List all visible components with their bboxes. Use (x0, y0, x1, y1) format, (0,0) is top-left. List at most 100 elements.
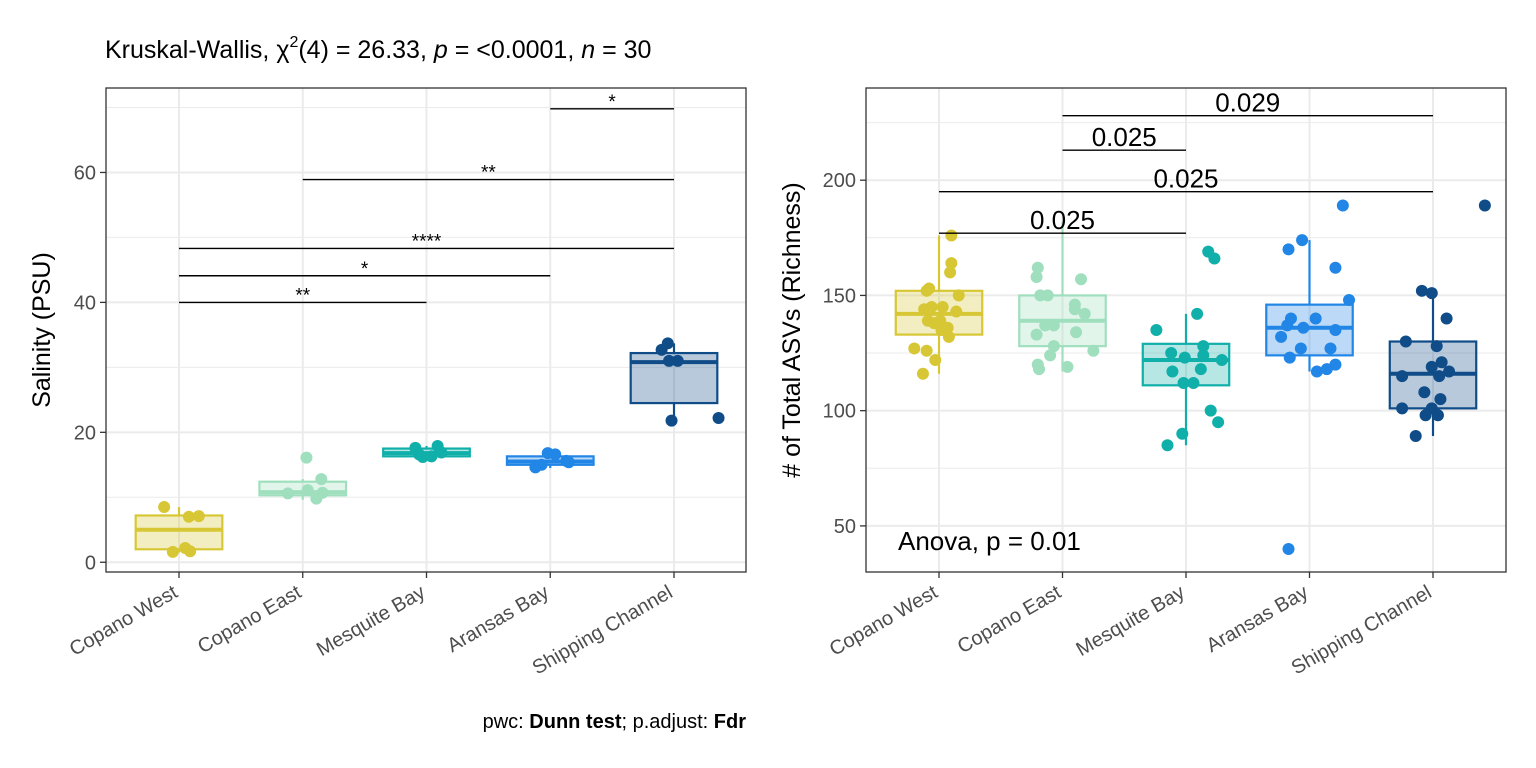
data-point (923, 282, 936, 295)
x-axis: Copano West Copano East Mesquite Bay Aransa… (826, 572, 1436, 679)
data-point (1283, 351, 1296, 364)
data-point (1433, 370, 1446, 383)
panel-richness: 0.029 0.025 0.025 0.025 Anova, p = 0.01 50 100… (778, 87, 1507, 679)
data-point (1165, 347, 1178, 360)
y-tick-label: 150 (823, 285, 856, 307)
data-point (1075, 273, 1088, 286)
data-point (1409, 430, 1422, 443)
title-n-value: = 30 (595, 36, 651, 64)
x-tick-label: Mesquite Bay (1073, 581, 1189, 661)
caption-part-d: Fdr (714, 711, 746, 733)
data-point (950, 305, 963, 318)
data-point (712, 412, 725, 425)
bracket-label: 0.029 (1215, 88, 1280, 118)
data-point (1177, 377, 1190, 390)
bracket-label: ** (481, 163, 496, 184)
data-point (1194, 363, 1207, 376)
data-point (562, 456, 575, 469)
data-point (1297, 321, 1310, 334)
data-point (182, 510, 195, 523)
data-point (1212, 416, 1225, 429)
data-point (952, 289, 965, 302)
data-point (184, 545, 197, 558)
box-shipping-channel (629, 343, 719, 421)
data-point (1431, 409, 1444, 422)
data-point (1039, 319, 1052, 332)
data-point (1343, 294, 1356, 307)
data-point (1425, 360, 1438, 373)
bracket-label: * (361, 259, 369, 280)
data-point (300, 451, 313, 464)
data-point (1399, 335, 1412, 348)
y-axis-title: # of Total ASVs (Richness) (778, 182, 806, 478)
box-iqr (134, 514, 224, 551)
data-point (1309, 312, 1322, 325)
bracket-label: **** (412, 231, 442, 252)
data-point (1329, 261, 1342, 274)
data-point (435, 446, 448, 459)
data-point (1443, 365, 1456, 378)
data-point (1336, 199, 1349, 212)
y-tick-label: 0 (85, 552, 96, 574)
data-point (192, 510, 205, 523)
data-point (1324, 342, 1337, 355)
significance-brackets: 0.029 0.025 0.025 0.025 (939, 88, 1433, 235)
data-point (1078, 307, 1091, 320)
data-point (918, 303, 931, 316)
data-point (1068, 303, 1081, 316)
left-chart-title: Kruskal-Wallis, χ2(4) = 26.33, p = <0.00… (105, 34, 651, 64)
data-point (1434, 393, 1447, 406)
data-point (281, 487, 294, 500)
box-copano-west (134, 507, 224, 553)
data-point (1061, 360, 1074, 373)
data-point (1047, 319, 1060, 332)
data-point (1047, 340, 1060, 353)
title-p-value: = <0.0001, (448, 36, 581, 64)
x-tick-label: Copano West (826, 581, 942, 661)
data-point (929, 353, 942, 366)
y-axis-title: Salinity (PSU) (28, 252, 56, 408)
title-n-symbol: n (581, 36, 595, 64)
x-tick-label: Shipping Channel (529, 581, 677, 679)
data-point (945, 229, 958, 242)
data-point (1425, 287, 1438, 300)
data-point (1204, 404, 1217, 417)
data-point (1215, 353, 1228, 366)
significance-brackets: ********** (179, 92, 674, 306)
data-point (1087, 344, 1100, 357)
data-point (1294, 342, 1307, 355)
data-point (301, 484, 314, 497)
data-point (1419, 409, 1432, 422)
data-point (1440, 312, 1453, 325)
x-axis: Copano West Copano East Mesquite Bay Aransa… (66, 572, 677, 679)
title-sup: 2 (289, 34, 298, 51)
y-tick-label: 50 (834, 516, 856, 538)
data-point (1041, 289, 1054, 302)
y-axis: 50 100 150 200 (823, 170, 866, 538)
data-point (549, 448, 562, 461)
data-point (945, 257, 958, 270)
data-points (158, 337, 725, 558)
data-point (1030, 328, 1043, 341)
data-point (908, 342, 921, 355)
bracket-label: 0.025 (1092, 122, 1157, 152)
data-point (1296, 234, 1309, 247)
data-point (1161, 439, 1174, 452)
y-tick-label: 20 (74, 422, 96, 444)
data-point (1275, 330, 1288, 343)
data-point (661, 337, 674, 350)
data-point (1150, 324, 1163, 336)
y-tick-label: 100 (823, 401, 856, 423)
caption-part-b: Dunn test (529, 711, 622, 733)
data-point (1329, 324, 1342, 336)
data-point (1033, 363, 1046, 376)
title-prefix: Kruskal-Wallis, (105, 36, 276, 64)
data-point (1030, 270, 1043, 283)
data-point (936, 300, 949, 313)
data-point (1031, 261, 1044, 274)
x-tick-label: Aransas Bay (1203, 581, 1312, 657)
anova-annotation: Anova, p = 0.01 (898, 526, 1081, 556)
